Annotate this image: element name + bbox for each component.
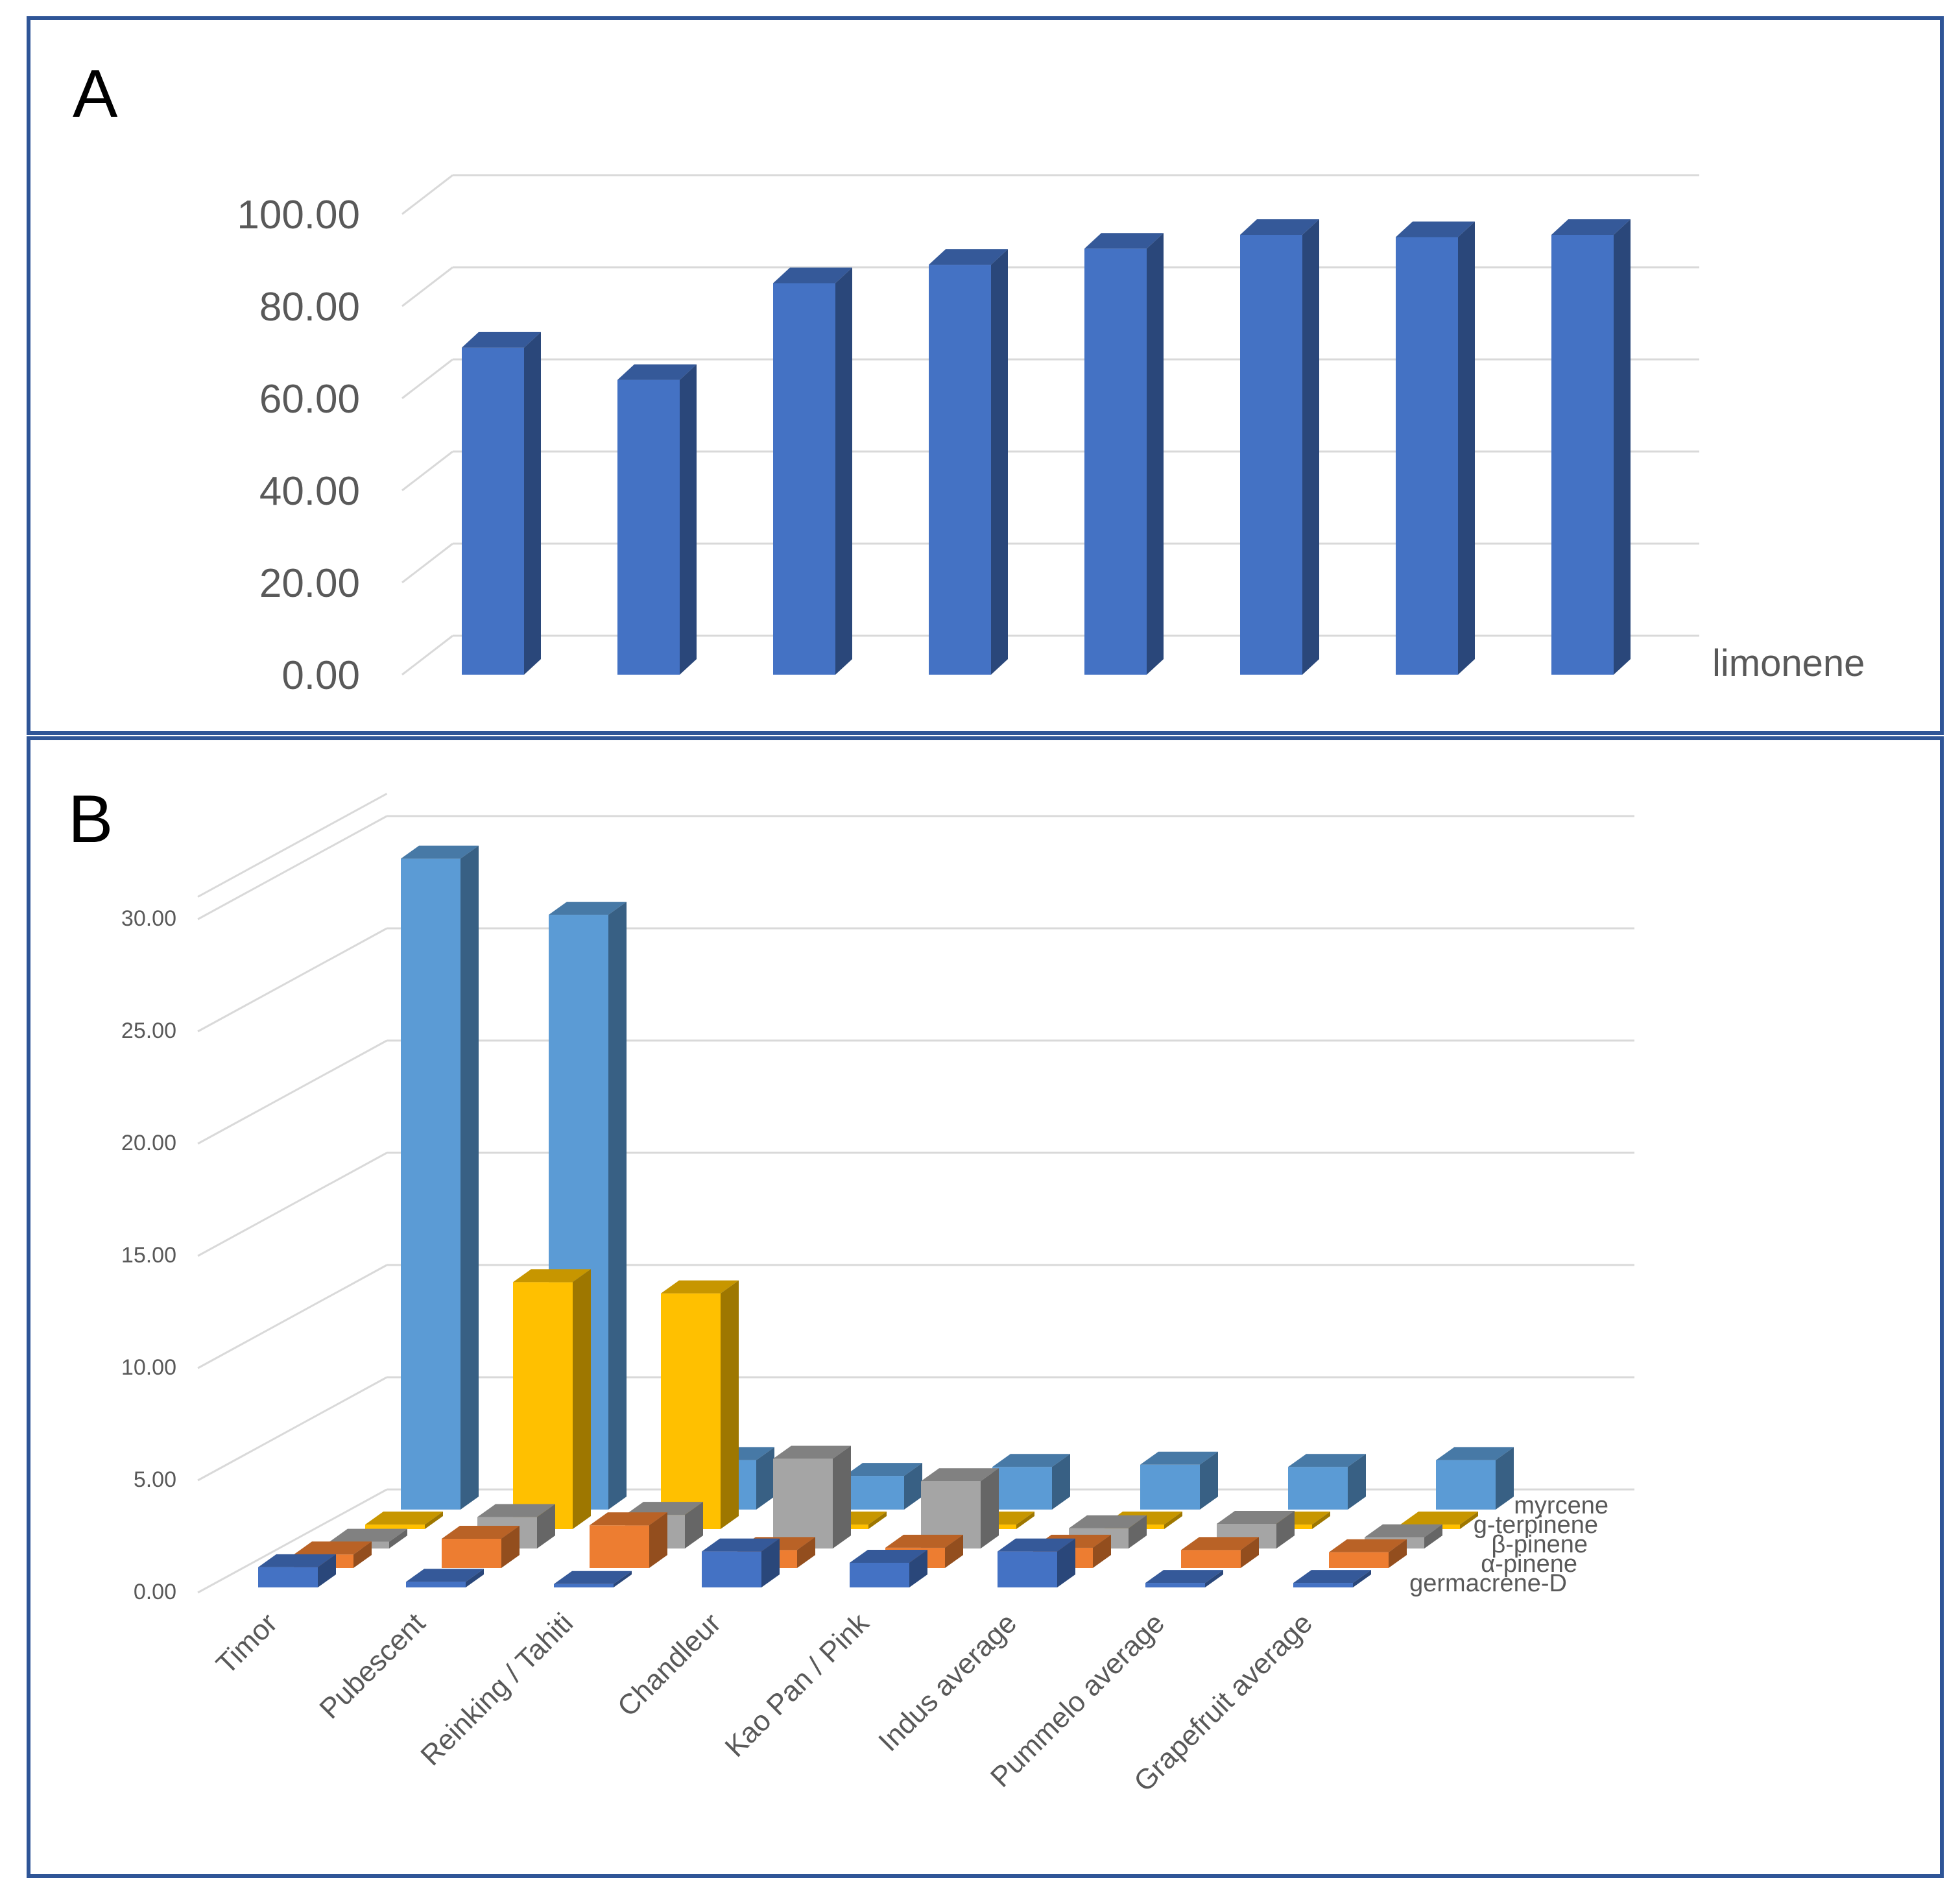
bar-b-pinene-pummelo-average: [1181, 1537, 1259, 1568]
bar-b-pinene-grapefruit-average: [1329, 1539, 1407, 1568]
bar-b-g-terpinene-pubescent: [513, 1269, 591, 1529]
gridline-side-b-top: [197, 793, 388, 898]
y-tick-label-b-4: 20.00: [121, 1131, 176, 1155]
gridline-side-a-5: [401, 174, 453, 215]
gridline-side-b-0: [197, 1488, 388, 1594]
bar-a-indus-average: [1240, 219, 1319, 675]
y-tick-label-a-0: 0.00: [281, 653, 360, 698]
gridline-side-a-0: [401, 634, 453, 676]
gridline-side-a-1: [401, 542, 453, 584]
bar-b-g-terpinene-timor: [365, 1512, 443, 1529]
y-tick-label-b-3: 15.00: [121, 1243, 176, 1268]
panel-b-frame: [27, 736, 1944, 1878]
y-tick-label-b-1: 5.00: [134, 1467, 176, 1492]
gridline-side-a-2: [401, 450, 453, 492]
gridline-side-b-4: [197, 1039, 388, 1145]
x-tick-label-kao-pan-pink: Kao Pan / Pink: [719, 1607, 876, 1763]
bar-b-myrcene-timor: [401, 845, 479, 1510]
bar-b-myrcene-kao-pan-pink: [992, 1454, 1070, 1510]
series-label-pinene: β-pinene: [1491, 1531, 1588, 1558]
series-label-limonene: limonene: [1712, 642, 1865, 684]
gridline-side-b-2: [197, 1264, 388, 1369]
bar-b-myrcene-chandleur: [844, 1463, 922, 1510]
series-label-germacrene-d: germacrene-D: [1409, 1570, 1567, 1597]
bar-b-myrcene-indus-average: [1140, 1451, 1218, 1510]
gridline-side-b-3: [197, 1151, 388, 1257]
bar-b-germacrene-d-kao-pan-pink: [850, 1549, 927, 1587]
bar-b-myrcene-grapefruit-average: [1436, 1447, 1514, 1510]
bar-a-timor: [462, 331, 541, 675]
gridline-side-a-4: [401, 266, 453, 307]
bar-a-pubescent: [617, 364, 697, 675]
y-tick-label-b-5: 25.00: [121, 1018, 176, 1043]
series-label-myrcene: myrcene: [1514, 1492, 1608, 1519]
bar-b-germacrene-d-chandleur: [702, 1538, 780, 1587]
gridline-side-a-3: [401, 358, 453, 400]
bar-a-pummelo-average: [1396, 221, 1475, 675]
x-tick-label-timor: Timor: [210, 1607, 283, 1680]
bar-b-germacrene-d-reinking-tahiti: [554, 1571, 632, 1587]
series-label-pinene: α-pinene: [1481, 1550, 1577, 1578]
gridline-side-b-5: [197, 927, 388, 1033]
y-tick-label-b-2: 10.00: [121, 1355, 176, 1380]
x-tick-label-pubescent: Pubescent: [313, 1607, 431, 1725]
chart-b: 0.00 5.00 10.00 15.00 20.00 25.00 30.00 myrcene…: [121, 793, 1634, 1798]
panel-a-label: A: [73, 56, 118, 132]
bar-a-chandleur: [929, 249, 1008, 675]
chart-a: 0.00 20.00 40.00 60.00 80.00 100.00 limonene: [237, 174, 1865, 698]
bar-b-pinene-reinking-tahiti: [590, 1512, 667, 1568]
panel-b-label: B: [68, 782, 113, 857]
y-tick-label-a-5: 100.00: [237, 193, 360, 237]
y-tick-label-b-6: 30.00: [121, 906, 176, 931]
bar-b-pinene-pubescent: [442, 1526, 520, 1568]
bar-b-g-terpinene-reinking-tahiti: [661, 1280, 739, 1529]
y-tick-label-b-0: 0.00: [134, 1580, 176, 1604]
bar-b-germacrene-d-pubescent: [406, 1569, 484, 1587]
bar-b-germacrene-d-pummelo-average: [1145, 1570, 1223, 1587]
y-tick-label-a-4: 80.00: [259, 285, 360, 330]
gridline-side-b-6: [197, 815, 388, 921]
y-tick-label-a-2: 40.00: [259, 469, 360, 514]
bar-b-germacrene-d-indus-average: [998, 1538, 1075, 1587]
bar-a-kao-pan-pink: [1084, 233, 1164, 675]
series-label-g-terpinene: g-terpinene: [1474, 1512, 1598, 1539]
bar-b-germacrene-d-grapefruit-average: [1293, 1570, 1371, 1587]
gridline-side-b-1: [197, 1376, 388, 1482]
panel-a-frame: [27, 16, 1944, 735]
bar-a-grapefruit-average: [1551, 219, 1631, 675]
x-tick-label-reinking-tahiti: Reinking / Tahiti: [414, 1607, 579, 1772]
bar-b-germacrene-d-timor: [258, 1554, 336, 1587]
bar-b-pinene-chandleur: [773, 1445, 851, 1549]
y-tick-label-a-3: 60.00: [259, 377, 360, 422]
x-tick-label-indus-average: Indus average: [872, 1607, 1023, 1757]
bar-a-reinking-tahiti: [773, 267, 852, 675]
y-tick-label-a-1: 20.00: [259, 561, 360, 606]
bar-b-myrcene-pummelo-average: [1288, 1454, 1366, 1510]
x-tick-label-chandleur: Chandleur: [612, 1607, 727, 1722]
